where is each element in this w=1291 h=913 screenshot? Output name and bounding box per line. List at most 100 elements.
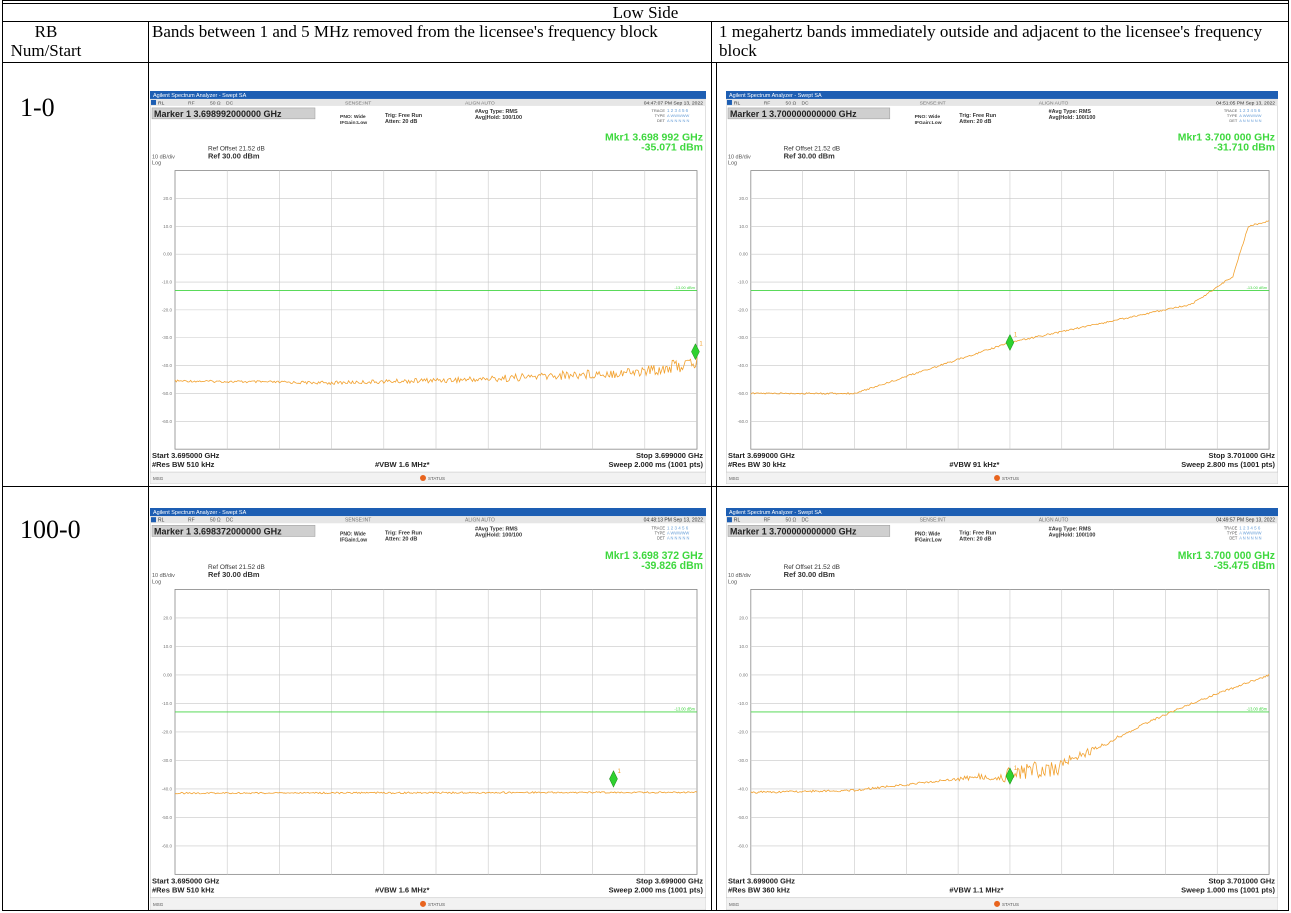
sense: SENSE:INT — [920, 100, 946, 106]
y-tick-label: -30.0 — [162, 758, 173, 763]
start-frequency: Start 3.699000 GHz — [728, 451, 795, 460]
column-header: 1 megahertz bands immediately outside an… — [719, 22, 1285, 60]
sense: SENSE:INT — [345, 518, 371, 524]
resolution-bandwidth: #Res BW 360 kHz — [728, 886, 790, 895]
ref-level: Ref 30.00 dBm — [208, 570, 260, 579]
status: STATUS — [1002, 902, 1019, 907]
scale-type: Log — [152, 579, 161, 585]
rl: RL — [158, 518, 165, 524]
resolution-bandwidth: #Res BW 510 kHz — [152, 460, 215, 469]
msg: MSG — [153, 476, 164, 481]
ifgain: IFGain:Low — [340, 120, 367, 126]
rl: RL — [158, 100, 165, 106]
status-bar — [726, 99, 1278, 106]
stop-frequency: Stop 3.701000 GHz — [1209, 451, 1276, 460]
ref-level: Ref 30.00 dBm — [784, 152, 836, 161]
avg-hold: Avg|Hold: 100/100 — [1049, 532, 1096, 538]
msg: MSG — [729, 476, 740, 481]
coupling: DC — [226, 518, 234, 524]
det-label: DET — [657, 118, 666, 123]
y-tick-label: -60.0 — [738, 419, 749, 424]
stop-frequency: Stop 3.699000 GHz — [636, 451, 703, 460]
video-bandwidth: #VBW 1.6 MHz* — [375, 886, 430, 895]
status-icon — [420, 475, 426, 481]
rl-icon — [727, 517, 732, 522]
y-tick-label: 10.0 — [739, 224, 748, 229]
sense: SENSE:INT — [920, 518, 946, 524]
video-bandwidth: #VBW 91 kHz* — [949, 460, 999, 469]
sweep: Sweep 2.800 ms (1001 pts) — [1181, 460, 1275, 469]
status-bar — [726, 516, 1278, 523]
document: Low Side RB Num/Start Bands between 1 an… — [0, 0, 1291, 913]
app-title: Agilent Spectrum Analyzer - Swept SA — [729, 510, 822, 516]
timestamp: 04:47:07 PM Sep 13, 2022 — [644, 100, 704, 106]
y-tick-label: -20.0 — [738, 307, 749, 312]
video-bandwidth: #VBW 1.1 MHz* — [949, 886, 1003, 895]
marker-frequency: Marker 1 3.700000000000 GHz — [730, 526, 857, 536]
y-tick-label: -10.0 — [738, 280, 749, 285]
impedance: 50 Ω — [786, 100, 797, 106]
y-tick-label: 20.0 — [163, 196, 172, 201]
y-tick-label: -60.0 — [162, 419, 173, 424]
scale-type: Log — [152, 161, 161, 167]
align: ALIGN AUTO — [1039, 518, 1069, 524]
marker-level: -31.710 dBm — [1214, 143, 1275, 154]
border — [716, 62, 717, 910]
y-tick-label: -50.0 — [738, 391, 749, 396]
marker-level: -39.826 dBm — [641, 560, 703, 572]
rl: RL — [734, 518, 741, 524]
y-tick-label: -50.0 — [738, 815, 749, 820]
y-tick-label: 0.00 — [163, 252, 172, 257]
coupling: DC — [226, 100, 234, 106]
ref-level: Ref 30.00 dBm — [784, 570, 836, 579]
y-tick-label: -40.0 — [162, 786, 173, 791]
y-tick-label: -10.0 — [738, 701, 749, 706]
border — [148, 21, 149, 911]
border — [2, 62, 1289, 63]
scale-type: Log — [728, 579, 737, 585]
status: STATUS — [428, 902, 445, 907]
impedance: 50 Ω — [786, 518, 797, 524]
y-tick-label: -40.0 — [738, 786, 749, 791]
start-frequency: Start 3.695000 GHz — [152, 451, 220, 460]
msg: MSG — [729, 902, 740, 907]
sweep: Sweep 1.000 ms (1001 pts) — [1181, 886, 1275, 895]
det: A N N N N N — [1239, 536, 1261, 541]
status-icon — [994, 901, 1000, 907]
attenuation: Atten: 20 dB — [385, 537, 417, 543]
limit-label: -13.00 dBm — [1247, 706, 1268, 711]
rl-icon — [151, 100, 156, 105]
app-title: Agilent Spectrum Analyzer - Swept SA — [729, 93, 822, 99]
y-tick-label: -20.0 — [162, 307, 173, 312]
y-tick-label: -30.0 — [738, 758, 749, 763]
ifgain: IFGain:Low — [915, 538, 942, 544]
start-frequency: Start 3.699000 GHz — [728, 876, 795, 885]
y-tick-label: -20.0 — [162, 729, 173, 734]
marker-frequency: Marker 1 3.698992000000 GHz — [154, 109, 282, 119]
y-tick-label: 20.0 — [163, 615, 172, 620]
analyzer-screenshot: Agilent Spectrum Analyzer - Swept SA RL RF… — [726, 508, 1278, 910]
border — [2, 486, 1289, 487]
limit-label: -13.00 dBm — [674, 706, 695, 711]
avg-hold: Avg|Hold: 100/100 — [1049, 115, 1096, 121]
status-icon — [994, 475, 1000, 481]
timestamp: 04:49:57 PM Sep 13, 2022 — [1216, 518, 1275, 524]
limit-label: -13.00 dBm — [674, 285, 695, 290]
rf: RF — [764, 518, 771, 524]
rl-icon — [151, 517, 156, 522]
ref-level: Ref 30.00 dBm — [208, 152, 260, 161]
attenuation: Atten: 20 dB — [385, 119, 417, 125]
y-tick-label: -60.0 — [738, 843, 749, 848]
align: ALIGN AUTO — [465, 100, 495, 106]
impedance: 50 Ω — [210, 100, 221, 106]
section-title: Low Side — [2, 3, 1289, 22]
start-frequency: Start 3.695000 GHz — [152, 876, 220, 885]
status-icon — [420, 901, 426, 907]
resolution-bandwidth: #Res BW 30 kHz — [728, 460, 786, 469]
marker-level: -35.475 dBm — [1214, 560, 1275, 572]
sweep: Sweep 2.000 ms (1001 pts) — [609, 460, 704, 469]
analyzer-screenshot: Agilent Spectrum Analyzer - Swept SARLRF… — [726, 91, 1278, 484]
status-bar — [150, 516, 706, 523]
timestamp: 04:51:05 PM Sep 13, 2022 — [1216, 100, 1275, 106]
